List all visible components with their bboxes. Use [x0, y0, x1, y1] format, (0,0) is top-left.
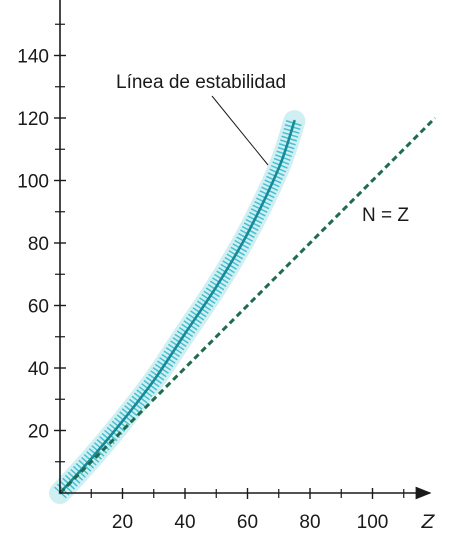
annotation-leader-line	[211, 95, 269, 166]
x-tick-label: 100	[357, 512, 389, 533]
annotation-n-equals-z-label: N = Z	[362, 205, 409, 226]
y-tick-label: 60	[28, 297, 49, 318]
y-tick-label: 120	[17, 109, 49, 130]
stability-band	[49, 110, 306, 504]
x-axis-label: Z	[420, 511, 435, 533]
stability-curve	[58, 119, 296, 495]
axis-ticks: 20 40 60 80 100 120 140 20 40 60 80 100	[17, 23, 405, 533]
n-equals-z-line	[58, 116, 437, 495]
y-tick-label: 140	[17, 47, 49, 68]
y-tick-label: 20	[28, 422, 49, 443]
y-tick-label: 100	[17, 172, 49, 193]
y-tick-label: 40	[28, 359, 49, 380]
x-tick-label: 80	[299, 512, 320, 533]
series-lines	[58, 116, 437, 495]
x-tick-label: 60	[237, 512, 258, 533]
annotation-stability-label: Línea de estabilidad	[116, 72, 286, 93]
x-tick-label: 40	[174, 512, 195, 533]
axes	[59, 0, 432, 500]
y-tick-label: 80	[28, 234, 49, 255]
stability-band-halo	[49, 110, 306, 504]
x-tick-label: 20	[112, 512, 133, 533]
